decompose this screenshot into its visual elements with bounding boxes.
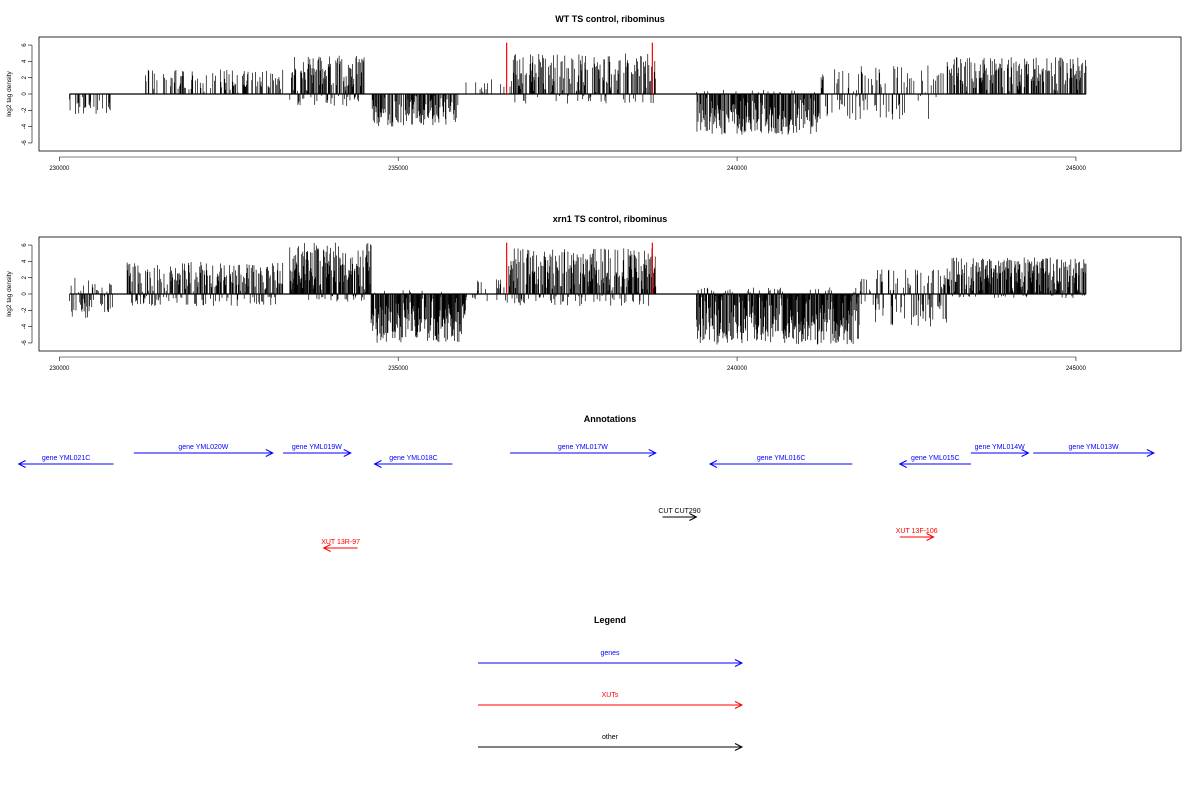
x-tick-label: 240000 [727, 166, 748, 172]
plot-frame-wt [38, 36, 1182, 152]
annotation-feature: gene YML016C [708, 455, 853, 468]
axes-xrn1: -6 -4 -2 0 2 4 6 230000 235000 240000 245000 [22, 243, 1087, 372]
y-tick-label: 2 [22, 75, 28, 79]
legend-arrow-head [734, 701, 744, 709]
y-tick-label: 0 [22, 292, 28, 296]
x-tick-label: 245000 [1066, 366, 1087, 372]
feature-label: gene YML018C [389, 455, 438, 462]
y-tick-label: 0 [22, 92, 28, 96]
y-tick-label: -4 [22, 323, 28, 329]
x-tick-label: 230000 [49, 166, 70, 172]
feature-arrow-head [373, 460, 382, 468]
annotation-feature: gene YML017W [510, 444, 657, 457]
track-title-xrn1: xrn1 TS control, ribominus [553, 214, 668, 224]
x-tick-label: 240000 [727, 366, 748, 372]
y-tick-label: 4 [22, 259, 28, 263]
feature-label: gene YML019W [292, 444, 342, 451]
legend-item: XUTs [478, 692, 744, 709]
plot-frame-xrn1 [38, 236, 1182, 352]
feature-label: gene YML014W [975, 444, 1025, 451]
y-tick-label: 4 [22, 59, 28, 63]
feature-label: gene YML017W [558, 444, 608, 451]
feature-label: gene YML015C [911, 455, 960, 462]
annotation-feature: gene YML021C [17, 455, 114, 468]
feature-label: gene YML020W [178, 444, 228, 451]
feature-arrow-head [898, 460, 907, 468]
y-axis-label-xrn1: log2 tag density [6, 270, 13, 316]
feature-arrow-head [708, 460, 718, 468]
y-tick-label: 6 [22, 243, 28, 247]
feature-label: gene YML021C [42, 455, 91, 462]
track-title-wt: WT TS control, ribominus [555, 14, 665, 24]
feature-arrow-head [265, 449, 274, 457]
annotation-feature: gene YML014W [970, 444, 1030, 457]
track-xrn1-ts-control: xrn1 TS control, ribominus log2 tag dens… [6, 214, 1182, 372]
legend-item: genes [478, 650, 744, 667]
y-tick-label: -6 [22, 140, 28, 146]
annotation-feature: gene YML013W [1033, 444, 1156, 457]
y-tick-label: -2 [22, 307, 28, 313]
annotation-feature: gene YML018C [373, 455, 453, 468]
annotation-feature: gene YML015C [898, 455, 971, 468]
annotation-feature: XUT 13F-106 [896, 528, 938, 541]
feature-label: CUT CUT290 [658, 508, 700, 515]
feature-arrows: gene YML021C gene YML020W gene YML019W gene… [17, 444, 1156, 552]
legend-label: genes [600, 650, 620, 657]
feature-label: XUT 13R-97 [321, 539, 360, 546]
y-tick-label: -6 [22, 340, 28, 346]
y-tick-label: 2 [22, 275, 28, 279]
y-tick-label: -4 [22, 123, 28, 129]
legend-arrow-head [734, 659, 744, 667]
annotations-title: Annotations [584, 414, 637, 424]
feature-arrow-head [648, 449, 657, 457]
legend-label: other [602, 734, 619, 741]
feature-arrow-head [322, 544, 331, 552]
density-bars-wt [69, 42, 1087, 135]
legend-items: genes XUTs other [478, 650, 744, 751]
feature-arrow-head [926, 533, 935, 541]
legend-panel: Legend genes XUTs other [478, 615, 744, 751]
legend-title: Legend [594, 615, 626, 625]
y-tick-label: 6 [22, 43, 28, 47]
feature-label: gene YML016C [757, 455, 806, 462]
feature-arrow-head [1146, 449, 1156, 457]
feature-arrow-head [1021, 449, 1030, 457]
x-tick-label: 245000 [1066, 166, 1087, 172]
feature-arrow-head [343, 449, 352, 457]
y-axis-label-wt: log2 tag density [6, 70, 13, 116]
annotation-feature: gene YML019W [282, 444, 352, 457]
x-tick-label: 235000 [388, 366, 409, 372]
legend-arrow-head [734, 743, 744, 751]
annotation-feature: gene YML020W [133, 444, 274, 457]
legend-item: other [478, 734, 744, 751]
feature-label: XUT 13F-106 [896, 528, 938, 535]
x-tick-label: 235000 [388, 166, 409, 172]
feature-arrow-head [17, 460, 26, 468]
annotation-feature: CUT CUT290 [658, 508, 701, 521]
annotation-feature: XUT 13R-97 [321, 539, 360, 552]
y-tick-label: -2 [22, 107, 28, 113]
feature-arrow-head [689, 513, 698, 521]
axes-wt: -6 -4 -2 0 2 4 6 230000 235000 240000 245000 [22, 43, 1087, 172]
feature-label: gene YML013W [1069, 444, 1119, 451]
x-tick-label: 230000 [49, 366, 70, 372]
track-wt-ts-control: WT TS control, ribominus log2 tag densit… [6, 14, 1182, 172]
density-bars-xrn1 [69, 242, 1087, 345]
legend-label: XUTs [602, 692, 619, 699]
